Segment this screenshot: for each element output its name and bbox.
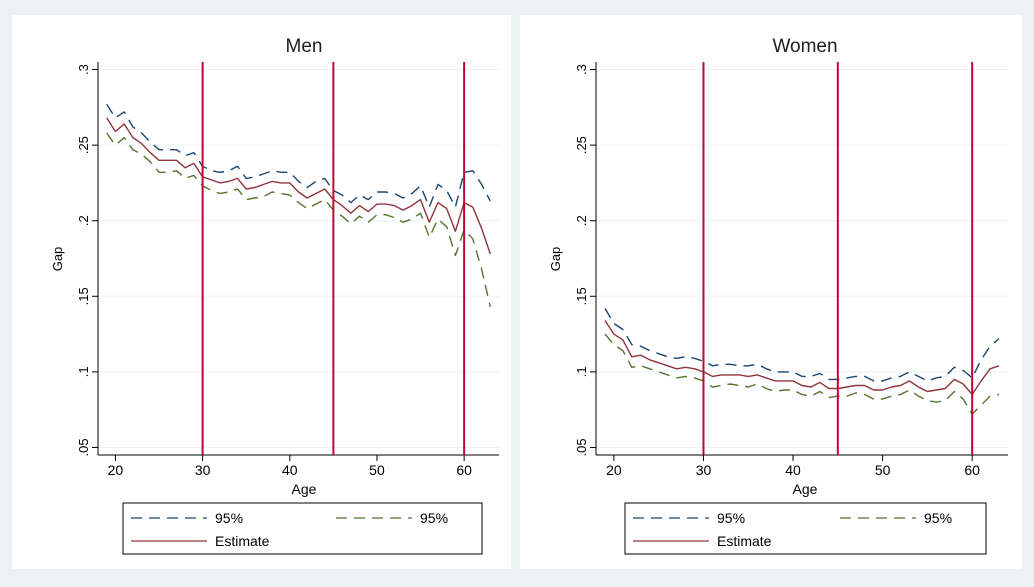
x-tick-label: 40 — [785, 462, 801, 478]
series-line-upper — [604, 308, 1000, 382]
y-tick-label: .3 — [574, 64, 589, 75]
panel-background — [12, 15, 511, 569]
y-axis-label: Gap — [548, 247, 563, 272]
x-tick-label: 60 — [456, 462, 472, 478]
y-tick-label: .2 — [574, 215, 589, 226]
legend-box — [624, 502, 987, 555]
x-tick-label: 20 — [606, 462, 622, 478]
panel-women: Women Gap Age .05.1.15.2.25.320 30 40 50 60 … — [520, 15, 1022, 569]
plot-area: .05 .1 .15 .2 .25 .3 20 30 40 50 60 — [76, 62, 499, 478]
chart-title: Women — [772, 36, 837, 57]
panel-men: Men Gap Age .05 .1 .15 .2 .25 .3 20 30 40 50 60 95… — [12, 15, 511, 569]
y-tick-label: .05 — [574, 438, 589, 456]
legend: 95% 95% Estimate — [624, 502, 987, 555]
y-axis-label: Gap — [50, 247, 65, 272]
series-line-lower — [106, 132, 491, 308]
legend-box — [122, 502, 483, 555]
x-tick-label: 40 — [282, 462, 298, 478]
x-tick-label: 50 — [369, 462, 385, 478]
series-line-upper — [106, 103, 491, 208]
x-tick-label: 30 — [195, 462, 211, 478]
y-tick-label: .2 — [76, 215, 91, 226]
y-tick-label: .05 — [76, 438, 91, 456]
x-axis-label: Age — [793, 481, 818, 497]
series-line-lower — [604, 333, 1000, 415]
legend-label-lower: 95% — [924, 510, 952, 526]
chart-title: Men — [286, 36, 323, 57]
panel-background — [520, 15, 1022, 569]
y-tick-label: .15 — [574, 287, 589, 305]
plot-area: .05 .1 .15 .2 .25 .3 20 30 40 50 60 — [574, 62, 1008, 478]
x-tick-label: 60 — [964, 462, 980, 478]
series-line-estimate — [106, 117, 491, 255]
legend-label-upper: 95% — [717, 510, 745, 526]
legend-label-upper: 95% — [215, 510, 243, 526]
y-tick-label: .25 — [574, 136, 589, 154]
y-tick-label: .15 — [76, 287, 91, 305]
x-tick-label: 20 — [108, 462, 124, 478]
x-axis-label: Age — [292, 481, 317, 497]
legend: 95% 95% Estimate — [122, 502, 483, 555]
y-tick-label: .1 — [76, 366, 91, 377]
y-tick-label: .25 — [76, 136, 91, 154]
legend-label-lower: 95% — [420, 510, 448, 526]
legend-label-estimate: Estimate — [215, 533, 270, 549]
y-tick-label: .3 — [76, 64, 91, 75]
x-tick-label: 30 — [696, 462, 712, 478]
legend-label-estimate: Estimate — [717, 533, 772, 549]
series-line-estimate — [604, 320, 1000, 396]
x-tick-label: 50 — [875, 462, 891, 478]
y-tick-label: .1 — [574, 366, 589, 377]
